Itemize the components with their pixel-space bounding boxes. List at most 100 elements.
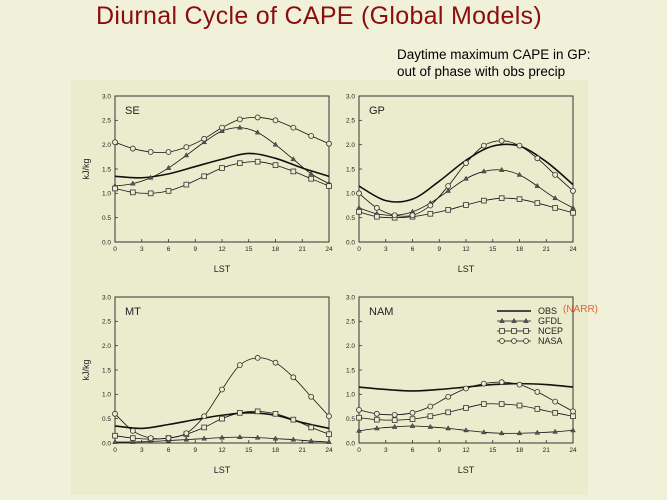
data-point [409,416,416,422]
x-tick-label: 6 [167,246,171,253]
y-axis-label: kJ/kg [81,158,91,179]
data-point [534,155,541,162]
y-tick-label: 0.0 [346,239,355,246]
data-point [308,424,314,431]
x-tick-label: 0 [357,246,361,253]
data-point [272,117,279,124]
data-point [130,438,136,444]
data-point [374,213,380,220]
y-tick-label: 0.5 [346,215,355,222]
data-point [130,180,136,186]
y-tick-label: 0.5 [346,416,355,423]
series-ncep [112,158,332,197]
series-ncep [356,401,576,423]
data-point [356,414,362,421]
data-point [427,403,434,410]
x-axis-label: LST [458,264,475,274]
y-tick-label: 0.0 [346,440,355,447]
data-point [165,188,172,194]
data-point [254,354,261,361]
data-point [463,405,469,411]
data-point [445,187,451,193]
x-tick-label: 24 [569,246,577,253]
data-point [147,435,154,442]
data-point [290,168,297,175]
y-tick-label: 3.0 [102,294,111,301]
data-point [130,189,136,196]
legend-marker [511,338,517,344]
data-point [373,205,380,211]
data-point [308,437,314,443]
data-point [498,166,505,172]
y-axis-label: kJ/kg [81,359,91,380]
data-point [516,142,523,149]
series-nasa [112,114,332,155]
legend-item-gfdl: GFDL [497,316,562,326]
x-tick-label: 21 [299,447,307,454]
legend-marker [499,338,505,344]
data-point [112,139,118,146]
data-point [374,425,380,431]
data-point [236,362,243,369]
x-tick-label: 6 [411,246,415,253]
data-point [129,427,136,434]
legend-label: NASA [538,336,563,346]
data-point [552,195,558,201]
data-point [308,170,314,176]
data-point [534,388,541,395]
y-tick-label: 2.0 [346,343,355,350]
data-point [463,427,469,433]
x-tick-label: 9 [437,246,441,253]
data-point [498,195,505,202]
region-label: GP [369,105,385,117]
data-point [237,160,243,166]
data-point [516,171,523,177]
subtitle: Daytime maximum CAPE in GP: out of phase… [397,46,591,80]
data-point [254,434,261,440]
x-tick-label: 3 [384,447,388,454]
data-point [147,174,154,180]
data-point [237,434,243,440]
data-point [534,200,541,206]
x-tick-label: 3 [384,246,388,253]
data-point [183,436,190,442]
data-point [201,173,207,180]
x-tick-label: 9 [193,246,197,253]
data-point [409,409,416,416]
data-point [498,137,505,144]
x-tick-label: 24 [569,447,577,454]
y-tick-label: 0.0 [102,440,111,447]
data-point [480,380,487,387]
data-point [356,190,362,197]
data-point [129,145,136,152]
y-tick-label: 1.0 [346,191,355,198]
legend-marker [523,338,529,344]
data-point [356,407,362,413]
data-point [356,427,362,433]
region-label: MT [125,306,141,318]
x-tick-label: 18 [516,447,524,454]
data-point [552,428,558,434]
data-point [445,393,452,400]
y-tick-label: 1.5 [346,166,355,173]
data-point [236,116,243,123]
chart-gp: 0 3 6 9 12 15 18 21 24 0.0 0.5 1.0 1.5 2.0 2.5 3.0 LST GP [346,93,577,274]
legend-label: NCEP [538,326,563,336]
data-point [183,152,190,158]
series-gfdl [356,422,576,436]
data-point [481,429,487,435]
x-tick-label: 18 [272,447,280,454]
data-point [570,408,576,415]
data-point [570,204,576,210]
data-point [326,183,332,189]
x-tick-label: 12 [462,246,470,253]
data-point [463,385,469,392]
data-point [201,139,207,145]
x-tick-label: 21 [543,447,551,454]
x-tick-label: 6 [167,447,171,454]
data-point [498,430,505,436]
data-point [272,410,279,417]
legend-marker [499,328,505,334]
data-point [427,210,434,217]
